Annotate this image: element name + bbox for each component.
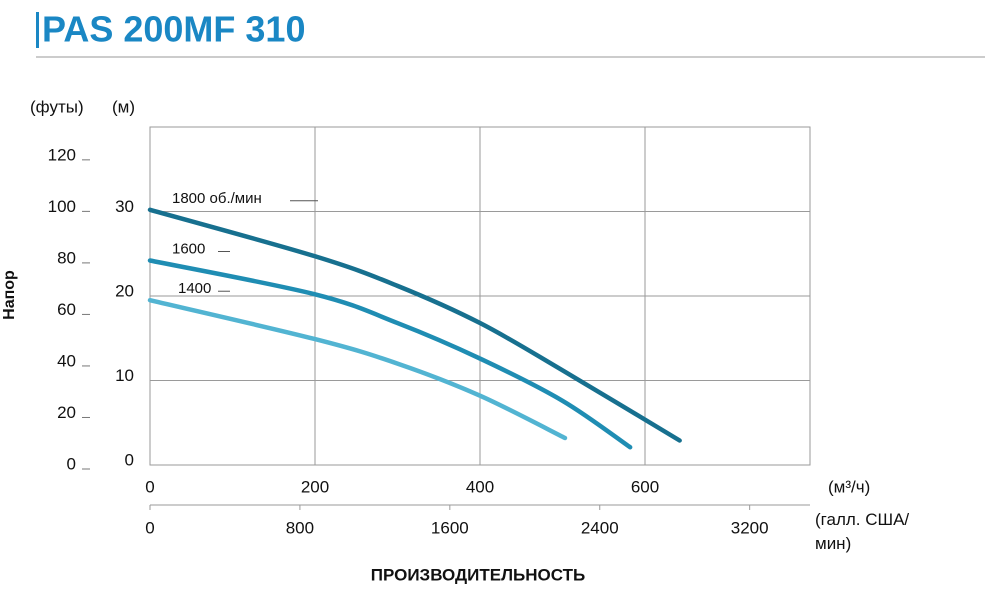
y2-tick-label: 120 bbox=[48, 145, 76, 164]
y2-tick-label: 0 bbox=[67, 454, 76, 473]
x-tick-label: 600 bbox=[631, 477, 659, 496]
x-tick-label: 0 bbox=[145, 477, 154, 496]
y-unit: (м) bbox=[112, 97, 135, 116]
curve-label: 1400 bbox=[178, 280, 211, 297]
y2-unit: (футы) bbox=[30, 97, 84, 116]
x2-tick-label: 0 bbox=[145, 518, 154, 537]
y2-tick-label: 40 bbox=[57, 351, 76, 370]
chart-title: PAS 200MF 310 bbox=[42, 9, 305, 50]
x-tick-label: 200 bbox=[301, 477, 329, 496]
curve bbox=[147, 207, 682, 443]
x-unit: (м³/ч) bbox=[828, 477, 870, 496]
curve-label: 1800 об./мин bbox=[172, 190, 262, 207]
x2-tick-label: 3200 bbox=[731, 518, 769, 537]
y-axis-label: Напор bbox=[1, 270, 18, 320]
y2-tick-label: 80 bbox=[57, 248, 76, 267]
curve bbox=[147, 297, 568, 441]
curve bbox=[147, 258, 633, 450]
x2-tick-label: 2400 bbox=[581, 518, 619, 537]
x2-tick-label: 1600 bbox=[431, 518, 469, 537]
y-tick-label: 0 bbox=[125, 450, 134, 469]
y-tick-label: 10 bbox=[115, 366, 134, 385]
y2-tick-label: 100 bbox=[48, 197, 76, 216]
y-tick-label: 30 bbox=[115, 197, 134, 216]
title-bar bbox=[36, 12, 39, 48]
curve-label: 1600 bbox=[172, 240, 205, 257]
y2-tick-label: 60 bbox=[57, 300, 76, 319]
x2-unit: (галл. США/мин) bbox=[815, 510, 910, 553]
y-tick-label: 20 bbox=[115, 281, 134, 300]
x-tick-label: 400 bbox=[466, 477, 494, 496]
y2-tick-label: 20 bbox=[57, 403, 76, 422]
x-axis-label: ПРОИЗВОДИТЕЛЬНОСТЬ bbox=[371, 565, 585, 584]
x2-tick-label: 800 bbox=[286, 518, 314, 537]
